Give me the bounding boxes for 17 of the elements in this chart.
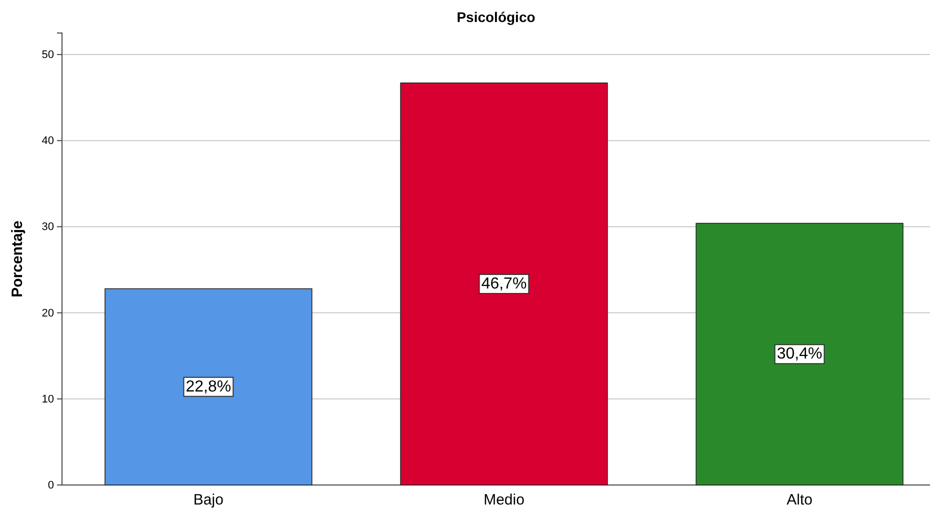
data-label: 46,7% [481, 275, 527, 292]
chart-title: Psicológico [456, 9, 536, 25]
data-label: 22,8% [186, 378, 232, 396]
y-tick-label: 0 [48, 480, 54, 492]
x-tick-label: Medio [484, 492, 524, 508]
y-axis-title: Porcentaje [9, 220, 26, 298]
bar [400, 82, 608, 486]
x-tick-label: Alto [786, 492, 812, 508]
data-label: 30,4% [776, 346, 822, 363]
x-tick-label: Bajo [193, 492, 224, 508]
y-tick-label: 30 [42, 221, 54, 234]
y-tick-label: 40 [42, 135, 54, 148]
y-tick-label: 50 [42, 49, 54, 62]
y-tick-label: 20 [42, 307, 54, 320]
y-tick-label: 10 [42, 393, 54, 406]
bar [696, 222, 904, 486]
bar [104, 288, 312, 486]
